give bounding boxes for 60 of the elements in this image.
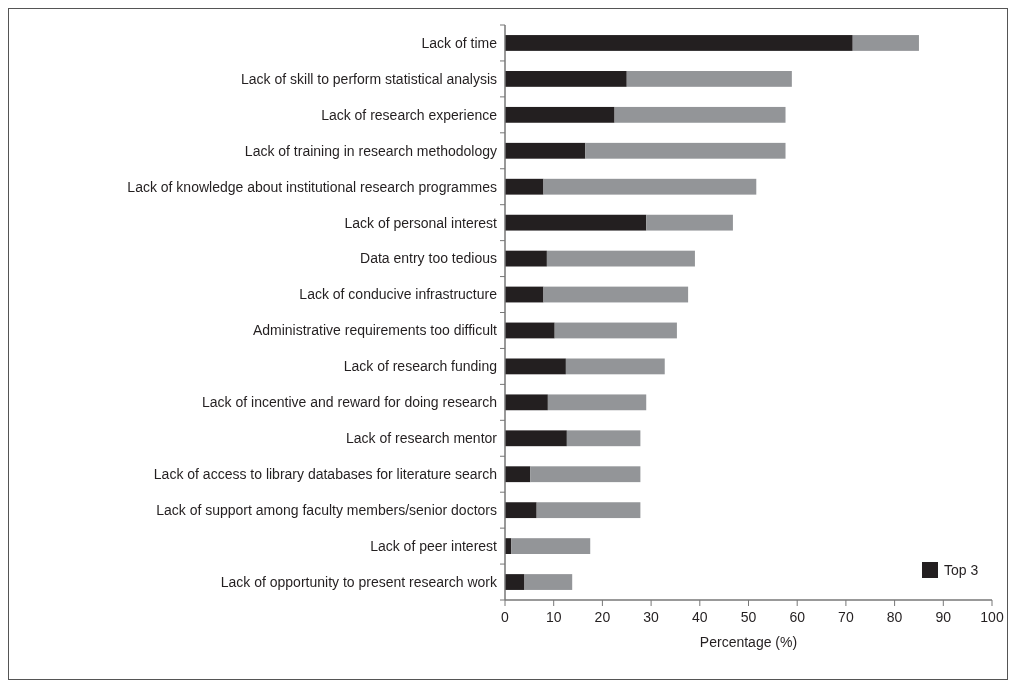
bar xyxy=(505,178,544,195)
bar xyxy=(505,358,566,375)
x-tick-label: 90 xyxy=(935,609,952,625)
bar xyxy=(505,502,537,519)
x-tick-label: 0 xyxy=(501,609,510,625)
y-tick-label: Lack of research mentor xyxy=(346,430,498,447)
bar xyxy=(524,574,573,590)
bar xyxy=(626,71,792,87)
bar xyxy=(585,142,786,159)
bar xyxy=(646,214,733,231)
bar xyxy=(505,250,547,267)
y-tick-label: Lack of time xyxy=(421,34,498,51)
y-tick-label: Lack of access to library databases for literature search xyxy=(153,466,497,483)
bar xyxy=(505,574,525,590)
bar xyxy=(530,466,641,483)
bar xyxy=(566,430,641,447)
x-tick-label: 40 xyxy=(692,609,708,625)
x-tick-label: 50 xyxy=(740,609,757,625)
y-tick-label: Administrative requirements too difficult xyxy=(252,322,498,339)
bar xyxy=(546,250,695,267)
bar xyxy=(543,286,689,303)
bar xyxy=(614,106,786,123)
y-tick-label: Lack of knowledge about institutional research programmes xyxy=(127,178,497,195)
bar xyxy=(505,106,615,123)
y-tick-label: Lack of training in research methodology xyxy=(244,142,497,159)
y-tick-label: Lack of personal interest xyxy=(344,214,498,231)
y-tick-label: Lack of peer interest xyxy=(370,537,498,554)
legend-label: Top 3 xyxy=(944,561,979,578)
x-tick-label: 20 xyxy=(594,609,611,625)
bar xyxy=(505,430,567,447)
bar xyxy=(565,358,665,375)
y-tick-label: Lack of research experience xyxy=(321,106,498,123)
x-tick-label: 10 xyxy=(545,609,562,625)
bar xyxy=(554,322,677,339)
x-axis-title: Percentage (%) xyxy=(699,634,798,650)
bar xyxy=(505,466,531,483)
bar xyxy=(543,178,757,195)
bar xyxy=(505,322,555,339)
bar xyxy=(505,214,647,231)
bar xyxy=(505,35,853,51)
bar xyxy=(505,142,586,159)
bar xyxy=(536,502,641,519)
x-tick-label: 30 xyxy=(643,609,660,625)
y-tick-label: Lack of incentive and reward for doing research xyxy=(202,394,497,411)
bar xyxy=(852,35,919,51)
bar xyxy=(511,538,591,554)
x-tick-label: 80 xyxy=(886,609,903,625)
x-tick-label: 100 xyxy=(980,609,1004,625)
y-tick-label: Lack of research funding xyxy=(343,358,497,375)
x-tick-label: 70 xyxy=(838,609,854,625)
y-tick-label: Lack of conducive infrastructure xyxy=(299,286,498,303)
bar xyxy=(505,394,548,411)
bar xyxy=(505,71,627,87)
y-tick-label: Lack of skill to perform statistical analysis xyxy=(241,70,497,87)
bar xyxy=(505,286,544,303)
y-tick-label: Data entry too tedious xyxy=(360,250,497,267)
y-tick-label: Lack of support among faculty members/senior doctors xyxy=(156,502,497,519)
bar xyxy=(547,394,647,411)
y-tick-label: Lack of opportunity to present research work xyxy=(220,573,498,590)
x-tick-label: 60 xyxy=(789,609,806,625)
